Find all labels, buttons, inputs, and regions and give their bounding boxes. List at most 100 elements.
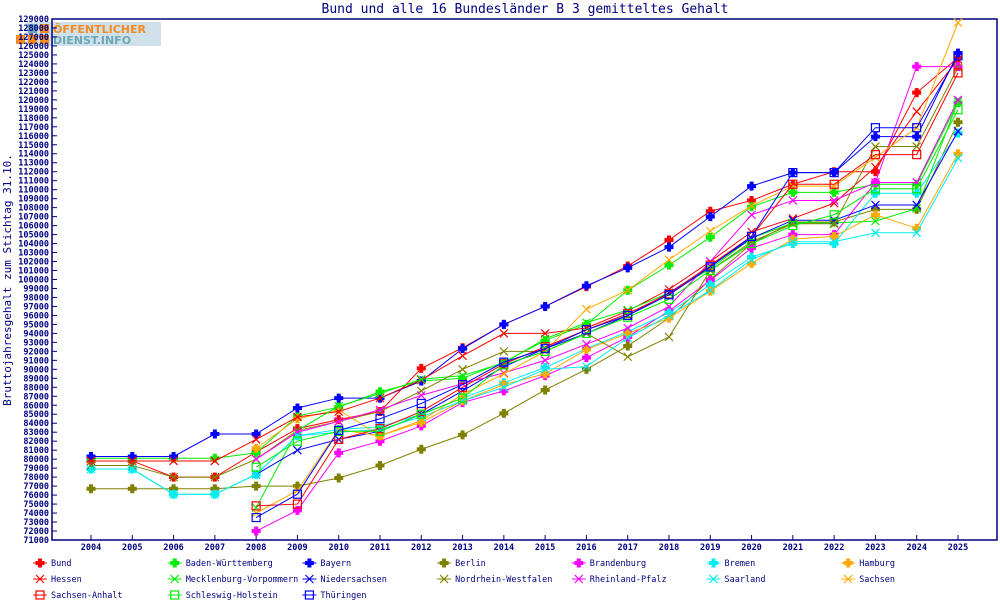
data-point	[375, 460, 385, 470]
data-point	[581, 325, 592, 335]
data-point	[86, 451, 96, 461]
data-point	[829, 210, 839, 220]
y-tick-label: 83000	[23, 428, 49, 438]
legend-marker	[35, 558, 45, 568]
data-point	[86, 464, 96, 474]
series-line	[256, 72, 959, 507]
x-tick-label: 2012	[411, 543, 431, 553]
series-hessen	[86, 54, 963, 466]
series-sachsen-anhalt	[251, 68, 963, 511]
data-point	[210, 429, 220, 439]
legend-label: Berlin	[455, 559, 486, 569]
data-point	[292, 403, 302, 413]
data-point	[458, 371, 467, 381]
data-point	[499, 408, 509, 418]
legend-item: Brandenburg	[571, 558, 646, 569]
legend-marker	[170, 590, 180, 600]
legend-item: Thüringen	[302, 590, 366, 600]
data-point	[251, 481, 261, 491]
data-point	[210, 472, 220, 482]
data-point	[334, 415, 344, 425]
series-line	[91, 132, 959, 495]
data-point	[747, 258, 757, 268]
y-tick-label: 123000	[18, 69, 49, 79]
data-point	[788, 179, 798, 189]
data-point	[375, 389, 385, 399]
data-point	[251, 443, 261, 453]
x-tick-label: 2013	[452, 543, 472, 553]
legend-label: Sachsen	[859, 575, 895, 585]
data-point	[912, 150, 922, 160]
series-line	[255, 109, 959, 468]
data-point	[499, 346, 509, 356]
data-point	[912, 62, 922, 72]
data-point	[334, 473, 344, 483]
data-point	[334, 417, 344, 426]
data-point	[953, 68, 963, 78]
x-tick-label: 2024	[906, 543, 926, 553]
data-point	[623, 341, 633, 351]
data-point	[416, 374, 426, 384]
series-hamburg	[251, 149, 963, 453]
legend-item: Nordrhein-Westfalen	[437, 574, 552, 585]
data-point	[953, 95, 963, 105]
data-point	[540, 355, 550, 365]
y-tick-label: 125000	[18, 51, 49, 61]
data-point	[293, 412, 302, 422]
data-point	[912, 132, 922, 142]
y-tick-label: 73000	[23, 518, 49, 528]
data-point	[664, 235, 674, 245]
y-tick-label: 97000	[23, 302, 49, 312]
x-tick-label: 2011	[370, 543, 390, 553]
data-point	[375, 414, 385, 424]
data-point	[293, 427, 302, 437]
legend-label: Thüringen	[320, 591, 366, 600]
legend-item: Niedersachsen	[302, 574, 387, 585]
y-tick-label: 98000	[23, 293, 49, 303]
data-point	[416, 409, 426, 419]
data-point	[788, 215, 798, 225]
data-point	[499, 357, 509, 367]
data-point	[457, 379, 468, 390]
y-tick-label: 94000	[23, 329, 49, 339]
data-point	[86, 484, 96, 494]
data-point	[870, 123, 881, 133]
series-line	[91, 59, 959, 462]
x-tick-label: 2008	[246, 543, 266, 553]
y-tick-label: 107000	[18, 213, 49, 223]
x-tick-label: 2007	[205, 543, 225, 553]
svg-text:ÖFFENTLICHER: ÖFFENTLICHER	[53, 22, 146, 36]
data-point	[829, 219, 839, 229]
data-point	[829, 196, 839, 205]
data-point	[251, 526, 261, 536]
y-tick-label: 114000	[18, 150, 49, 160]
y-tick-label: 124000	[18, 60, 49, 70]
data-point	[705, 285, 715, 295]
y-tick-label: 75000	[23, 500, 49, 510]
legend-label: Sachsen-Anhalt	[51, 591, 123, 600]
data-point	[747, 202, 757, 212]
data-point	[705, 262, 715, 272]
data-point	[871, 228, 880, 238]
logo: ÖFFENTLICHER DIENST.INFO	[16, 22, 161, 47]
legend-item: Bund	[33, 558, 71, 569]
x-tick-label: 2020	[741, 543, 761, 553]
legend-item: Bremen	[706, 558, 755, 569]
data-point	[829, 215, 839, 225]
data-point	[829, 179, 839, 189]
y-tick-label: 108000	[18, 204, 49, 214]
data-point	[623, 285, 633, 295]
x-tick-label: 2005	[122, 543, 142, 553]
legend-marker	[304, 574, 314, 584]
data-point	[127, 464, 137, 474]
y-tick-label: 106000	[18, 222, 49, 232]
data-point	[540, 385, 550, 395]
data-point	[747, 201, 756, 211]
legend-label: Schleswig-Holstein	[186, 591, 278, 600]
legend-marker	[304, 590, 314, 600]
data-point	[416, 375, 426, 385]
legend-item: Baden-Württemberg	[167, 558, 273, 569]
legend-label: Niedersachsen	[320, 575, 387, 585]
chart-title: Bund und alle 16 Bundesländer B 3 gemitt…	[322, 2, 729, 17]
